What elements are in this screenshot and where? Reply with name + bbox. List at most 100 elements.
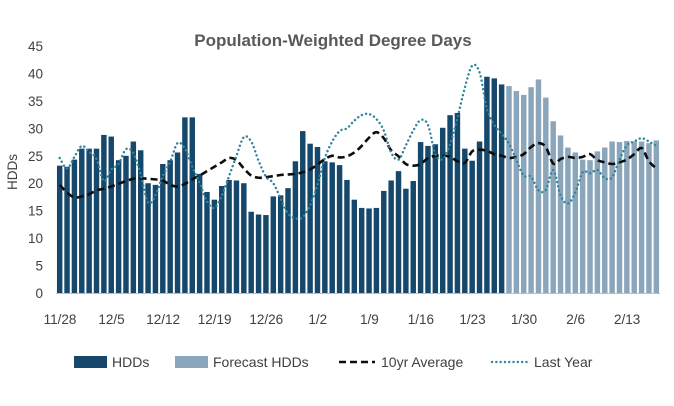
- x-tick-label: 11/28: [44, 312, 77, 327]
- hdd-bar: [395, 171, 402, 293]
- hdd-bar: [233, 180, 240, 293]
- hdd-bar: [454, 112, 461, 294]
- forecast-hdd-bar: [579, 159, 586, 293]
- legend-swatch: [74, 356, 107, 368]
- hdd-bar: [469, 160, 475, 293]
- hdd-bar: [219, 185, 225, 293]
- forecast-hdd-bar: [550, 121, 556, 293]
- y-tick-label: 0: [35, 286, 43, 301]
- forecast-hdd-bar: [572, 152, 579, 293]
- hdd-bar: [462, 148, 468, 293]
- legend-item: 10yr Average: [339, 354, 463, 370]
- x-tick-label: 12/26: [249, 312, 283, 327]
- y-axis-label: HDDs: [5, 154, 20, 190]
- forecast-hdd-bar: [506, 86, 512, 293]
- hdd-bar: [108, 136, 114, 293]
- legend-label: 10yr Average: [381, 354, 463, 370]
- hdd-bar: [277, 195, 284, 293]
- hdd-bar: [182, 117, 188, 293]
- hdd-bar: [484, 76, 490, 294]
- hdd-bar: [388, 180, 394, 293]
- hdd-bar: [373, 207, 380, 293]
- x-tick-label: 12/12: [146, 312, 180, 327]
- hdd-bar: [358, 207, 365, 293]
- hdd-bar: [137, 150, 144, 293]
- hdd-bar: [79, 148, 85, 293]
- y-tick-label: 15: [28, 204, 43, 219]
- x-tick-label: 1/16: [408, 312, 434, 327]
- hdd-bar: [204, 192, 210, 293]
- hdd-bar: [322, 161, 328, 293]
- forecast-hdd-bar: [565, 147, 571, 293]
- ten-year-average-line: [58, 130, 658, 199]
- hdd-bar: [248, 211, 254, 293]
- hdd-bar: [476, 141, 483, 293]
- hdd-bar: [174, 152, 181, 293]
- forecast-hdd-bar: [631, 141, 637, 293]
- y-tick-label: 30: [28, 121, 43, 136]
- forecast-hdd-bar: [602, 147, 608, 293]
- hdd-bar: [56, 165, 63, 293]
- x-tick-label: 12/5: [98, 312, 124, 327]
- forecast-hdd-bar: [646, 143, 652, 293]
- hdd-bar: [410, 181, 416, 293]
- x-tick-label: 2/13: [614, 312, 640, 327]
- hdd-bar: [255, 214, 262, 293]
- last-year-line: [58, 63, 658, 221]
- forecast-hdd-bar: [616, 142, 623, 293]
- hdd-bar: [145, 183, 151, 293]
- legend-swatch: [175, 356, 208, 368]
- x-tick-label: 1/23: [459, 312, 485, 327]
- x-tick-label: 1/30: [511, 312, 537, 327]
- x-tick-label: 1/2: [308, 312, 327, 327]
- hdd-bar: [447, 115, 453, 293]
- x-tick-label: 12/19: [198, 312, 232, 327]
- hdd-bar: [432, 144, 439, 293]
- hdd-bar: [403, 188, 409, 293]
- forecast-hdd-bar: [594, 151, 601, 293]
- hdd-bar: [93, 148, 100, 293]
- hdd-bar: [351, 199, 358, 293]
- hdd-bar: [130, 141, 137, 293]
- hdd-bar: [270, 196, 277, 293]
- legend: HDDs Forecast HDDs 10yr Average Last Year: [74, 354, 593, 370]
- hdd-bar: [292, 161, 299, 293]
- hdd-bar: [329, 162, 335, 293]
- hdd-bar: [498, 84, 505, 293]
- hdd-bar: [314, 147, 321, 293]
- x-axis-ticks: 11/28 12/5 12/12 12/19 12/26 1/2 1/9 1/16 1/23 1/…: [44, 312, 641, 327]
- hdd-bar: [211, 199, 218, 293]
- x-tick-label: 1/9: [360, 312, 379, 327]
- hdd-bar: [417, 142, 424, 293]
- hdd-bar: [64, 166, 70, 293]
- forecast-hdd-bar: [653, 140, 660, 293]
- hdd-bar: [307, 143, 313, 293]
- legend-label: HDDs: [112, 354, 149, 370]
- hdd-bar: [196, 173, 203, 293]
- y-tick-label: 40: [28, 66, 43, 81]
- y-tick-label: 20: [28, 176, 43, 191]
- hdd-bar: [101, 134, 107, 293]
- forecast-hdd-bar: [638, 141, 645, 293]
- hdd-bar: [366, 208, 372, 293]
- forecast-hdd-bar: [557, 135, 564, 293]
- hdd-bar: [189, 117, 195, 293]
- y-axis-ticks: 0 5 10 15 20 25 30 35 40 45: [28, 39, 43, 301]
- forecast-hdd-bar: [624, 140, 630, 293]
- legend-item: Forecast HDDs: [175, 354, 309, 370]
- y-tick-label: 25: [28, 149, 43, 164]
- forecast-hdd-bar: [521, 94, 527, 293]
- legend-label: Forecast HDDs: [213, 354, 309, 370]
- y-tick-label: 10: [28, 231, 43, 246]
- hdd-bar: [381, 190, 387, 293]
- chart-title: Population-Weighted Degree Days: [194, 31, 471, 50]
- hdd-bar: [300, 131, 306, 293]
- hdd-bar: [160, 164, 166, 293]
- y-tick-label: 45: [28, 39, 43, 54]
- hdd-bar: [226, 179, 232, 293]
- hdd-bar: [263, 215, 269, 293]
- hdd-bar: [285, 188, 291, 293]
- forecast-hdd-bar: [587, 160, 593, 293]
